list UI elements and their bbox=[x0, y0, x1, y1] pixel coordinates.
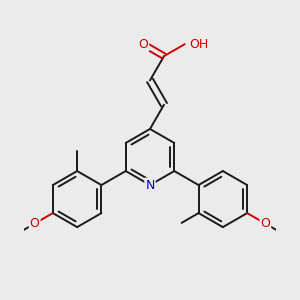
Text: N: N bbox=[145, 178, 155, 192]
Text: O: O bbox=[138, 38, 148, 51]
Text: O: O bbox=[30, 217, 40, 230]
Text: O: O bbox=[260, 217, 270, 230]
Text: OH: OH bbox=[189, 38, 208, 51]
